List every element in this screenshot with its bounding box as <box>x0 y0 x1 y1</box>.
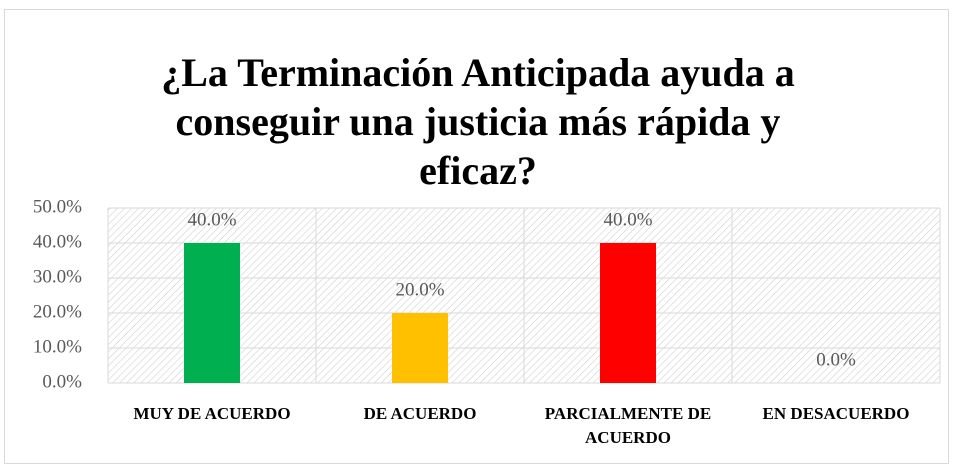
y-tick-label: 10.0% <box>33 336 82 357</box>
y-tick-label: 0.0% <box>42 371 82 392</box>
data-label: 20.0% <box>395 279 444 300</box>
chart-frame <box>4 9 949 464</box>
bar <box>600 243 656 383</box>
x-tick-label: PARCIALMENTE DE ACUERDO <box>544 404 712 447</box>
data-label: 0.0% <box>816 349 856 370</box>
y-tick-label: 50.0% <box>33 196 82 217</box>
y-tick-label: 20.0% <box>33 301 82 322</box>
x-tick-label: MUY DE ACUERDO <box>133 404 291 423</box>
y-tick-label: 30.0% <box>33 266 82 287</box>
x-tick-label: EN DESACUERDO <box>762 404 910 423</box>
data-label: 40.0% <box>603 209 652 230</box>
bar <box>184 243 240 383</box>
bar <box>392 313 448 383</box>
data-label: 40.0% <box>187 209 236 230</box>
chart-title: ¿La Terminación Anticipada ayuda a conse… <box>161 50 795 193</box>
y-tick-label: 40.0% <box>33 231 82 252</box>
x-tick-label: DE ACUERDO <box>363 404 477 423</box>
